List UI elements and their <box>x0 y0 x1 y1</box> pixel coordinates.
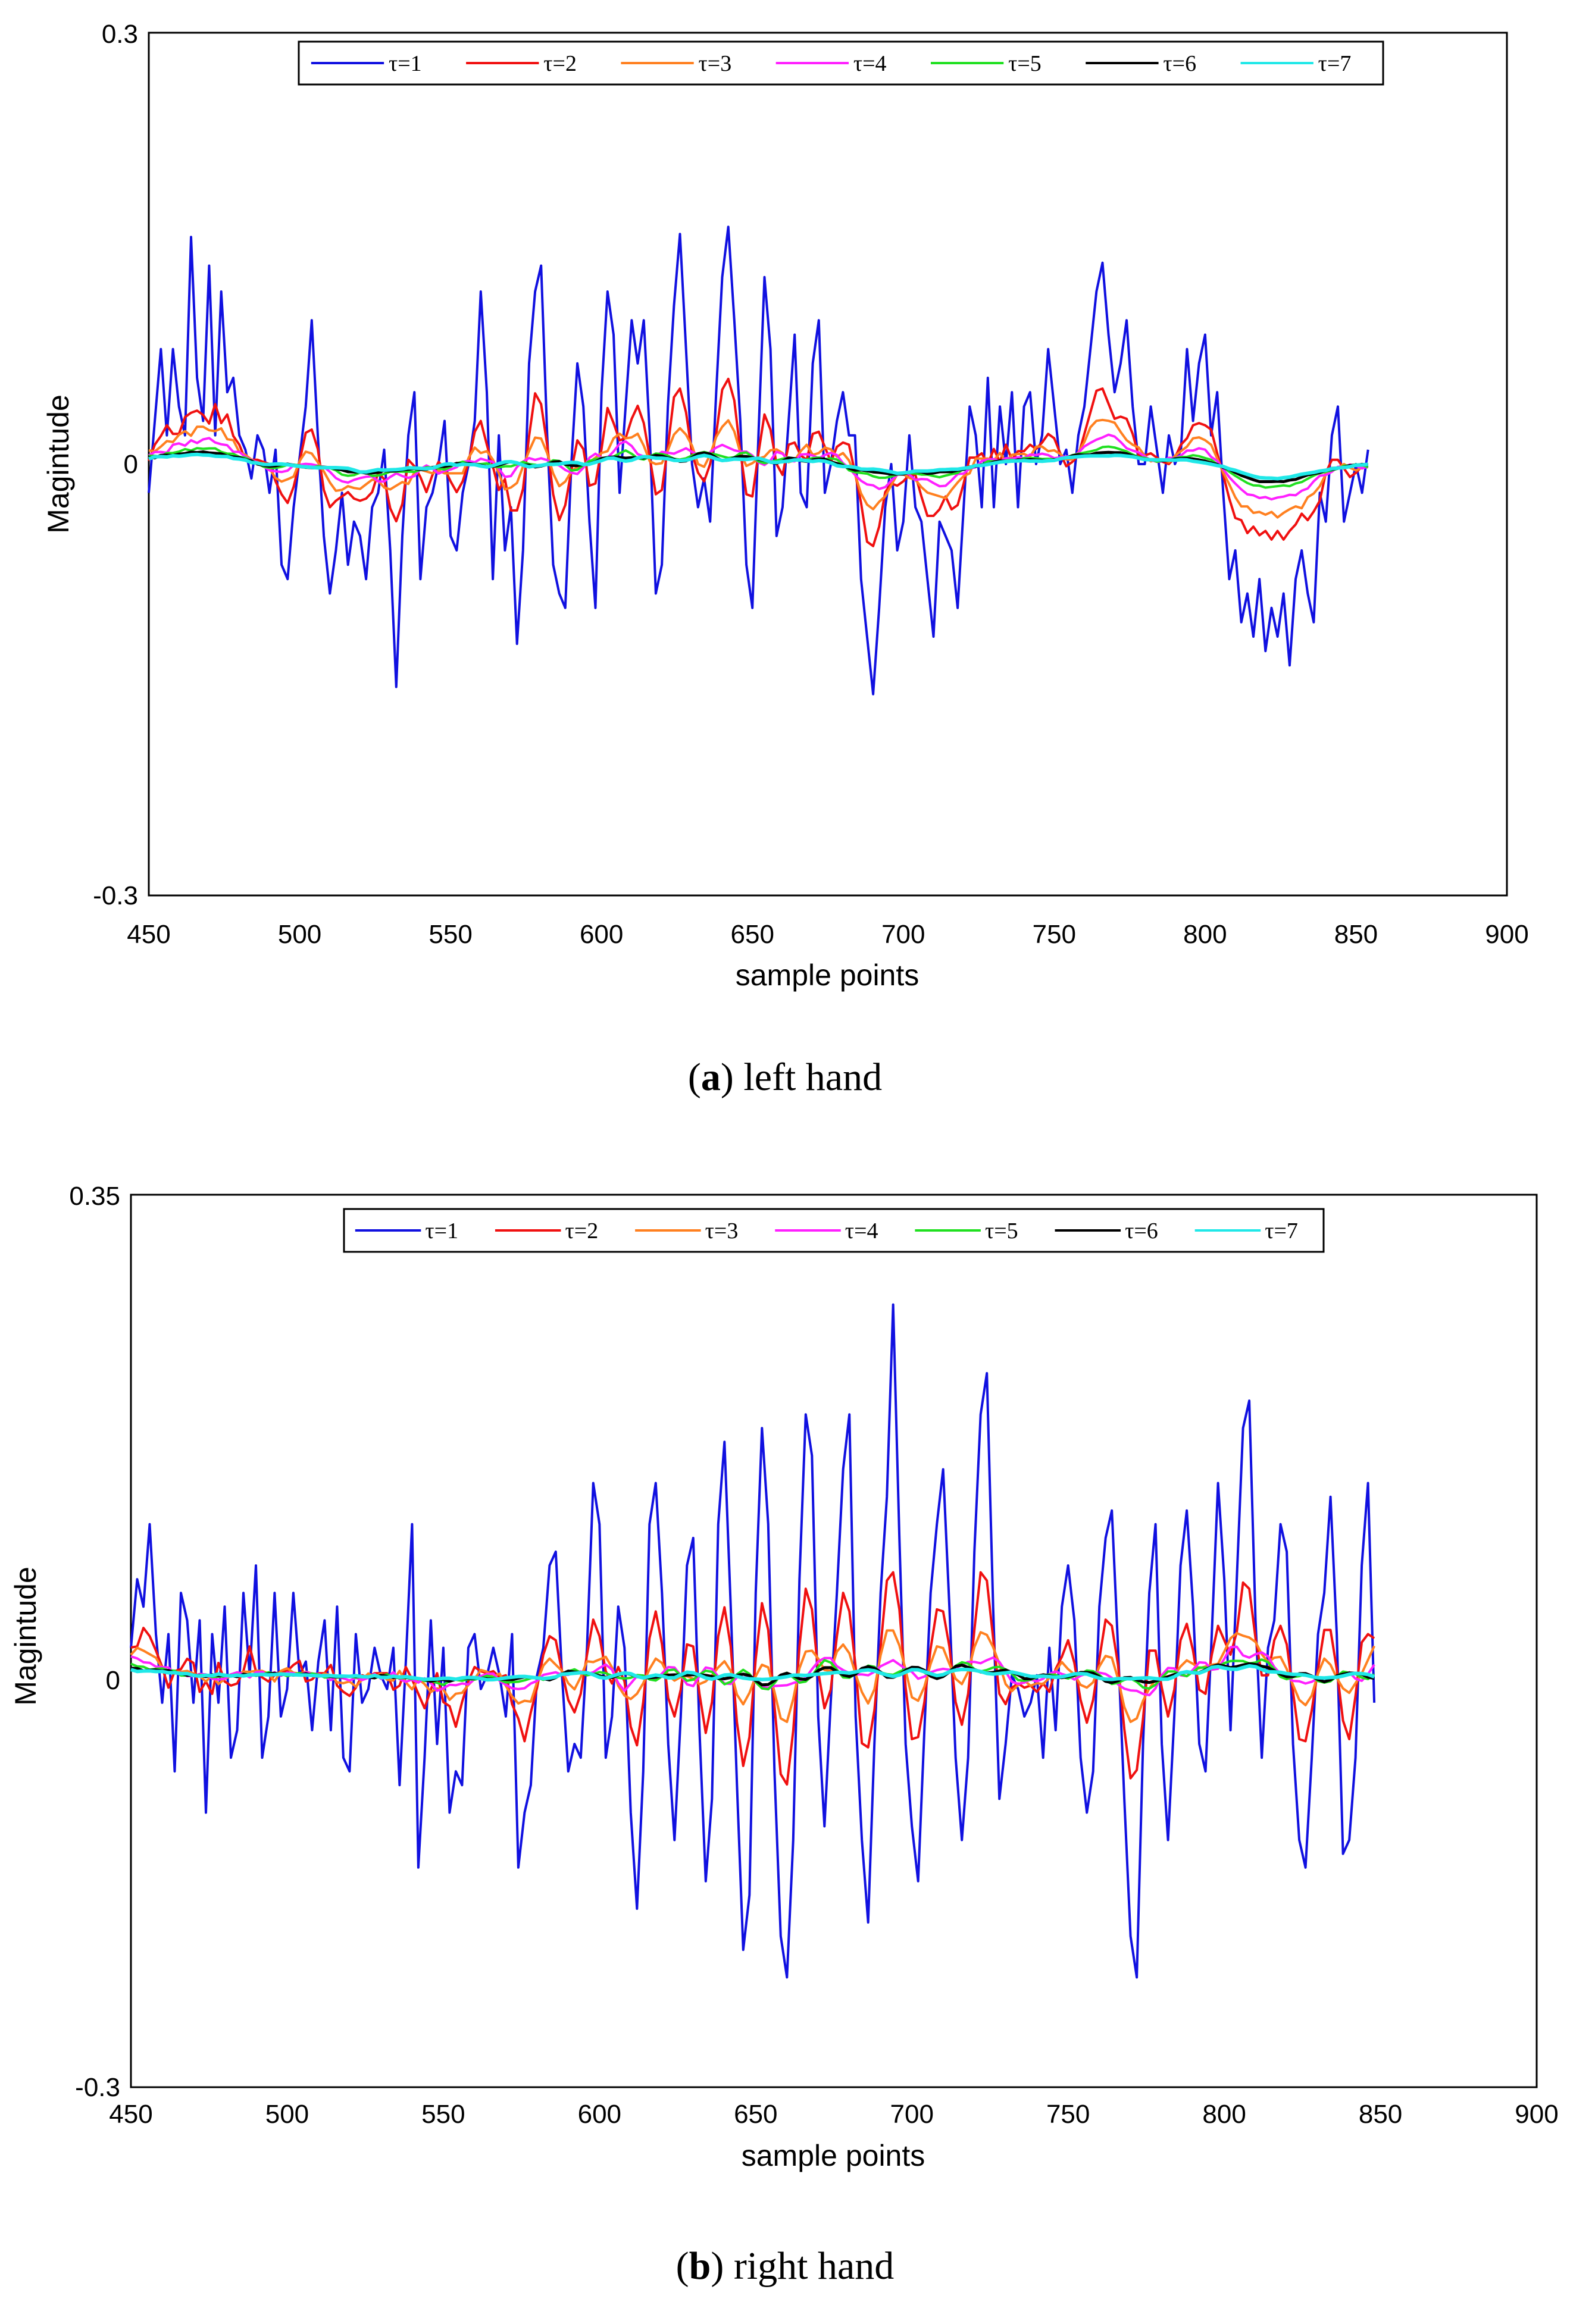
svg-text:(b) right hand: (b) right hand <box>676 2244 895 2288</box>
y-tick-label: -0.3 <box>75 2073 120 2102</box>
x-tick-label: 800 <box>1183 920 1227 949</box>
x-tick-label: 900 <box>1515 2100 1558 2129</box>
x-tick-label: 650 <box>734 2100 777 2129</box>
series-line-tau-1 <box>148 225 1369 696</box>
x-axis-label: sample points <box>742 2139 925 2172</box>
y-tick-label: 0.35 <box>69 1182 120 1211</box>
x-tick-label: 850 <box>1334 920 1378 949</box>
series-lines <box>148 225 1369 696</box>
x-tick-label: 500 <box>265 2100 309 2129</box>
legend-label-tau-1: τ=1 <box>425 1219 458 1244</box>
caption-letter: a <box>701 1055 721 1099</box>
series-line-tau-2 <box>130 1571 1375 1786</box>
y-axis-label: Magintude <box>9 1567 42 1706</box>
series-line-tau-2 <box>148 377 1369 547</box>
x-tick-label: 700 <box>890 2100 934 2129</box>
legend-label-tau-7: τ=7 <box>1318 51 1352 76</box>
legend-label-tau-6: τ=6 <box>1163 51 1196 76</box>
legend-label-tau-1: τ=1 <box>389 51 422 76</box>
legend-label-tau-2: τ=2 <box>543 51 577 76</box>
legend-label-tau-2: τ=2 <box>565 1219 599 1244</box>
series-line-tau-7 <box>130 1664 1375 1682</box>
x-tick-label: 600 <box>578 2100 621 2129</box>
x-tick-label: 550 <box>421 2100 465 2129</box>
caption-text: right hand <box>734 2244 894 2288</box>
plot-frame <box>148 32 1508 897</box>
legend-label-tau-5: τ=5 <box>985 1219 1018 1244</box>
x-tick-label: 550 <box>429 920 472 949</box>
legend-label-tau-3: τ=3 <box>699 51 732 76</box>
x-tick-label: 750 <box>1046 2100 1090 2129</box>
y-tick-labels: 0.3 0 -0.3 <box>93 20 138 910</box>
x-tick-label: 650 <box>731 920 774 949</box>
x-tick-label: 750 <box>1033 920 1076 949</box>
caption-b: (b) right hand <box>676 2244 895 2288</box>
x-tick-label: 850 <box>1359 2100 1402 2129</box>
chart-panel-right-hand: 0.35 0 -0.3 450 500 550 600 650 700 750 800 850 9… <box>9 1182 1559 2288</box>
x-tick-label: 500 <box>278 920 321 949</box>
x-tick-label: 450 <box>109 2100 152 2129</box>
caption-text: left hand <box>743 1055 882 1099</box>
series-line-tau-7 <box>148 452 1369 481</box>
x-tick-label: 450 <box>127 920 170 949</box>
y-tick-label: 0 <box>124 450 138 479</box>
series-lines <box>130 1303 1376 1979</box>
legend: τ=1 τ=2 τ=3 τ=4 τ=5 τ=6 τ=7 <box>343 1208 1325 1253</box>
x-tick-label: 700 <box>881 920 925 949</box>
x-axis-label: sample points <box>736 959 920 992</box>
y-tick-label: 0.3 <box>102 20 138 49</box>
y-tick-label: -0.3 <box>93 881 138 910</box>
chart-panel-left-hand: 0.3 0 -0.3 450 500 550 600 650 700 750 800 850 90… <box>42 20 1529 1099</box>
caption-a: (a) left hand <box>688 1055 882 1099</box>
y-tick-label: 0 <box>106 1666 120 1695</box>
x-tick-label: 800 <box>1202 2100 1246 2129</box>
x-tick-labels: 450 500 550 600 650 700 750 800 850 900 <box>109 2100 1558 2129</box>
legend-label-tau-7: τ=7 <box>1265 1219 1298 1244</box>
caption-letter: b <box>689 2244 711 2288</box>
legend-label-tau-4: τ=4 <box>853 51 887 76</box>
legend-label-tau-3: τ=3 <box>705 1219 739 1244</box>
series-line-tau-1 <box>130 1303 1376 1979</box>
y-axis-label: Magintude <box>42 394 75 534</box>
legend: τ=1 τ=2 τ=3 τ=4 τ=5 τ=6 τ=7 <box>298 40 1384 86</box>
svg-text:(a) left hand: (a) left hand <box>688 1055 882 1099</box>
y-tick-labels: 0.35 0 -0.3 <box>69 1182 120 2102</box>
legend-label-tau-5: τ=5 <box>1008 51 1042 76</box>
x-tick-labels: 450 500 550 600 650 700 750 800 850 900 <box>127 920 1528 949</box>
legend-label-tau-6: τ=6 <box>1125 1219 1158 1244</box>
legend-label-tau-4: τ=4 <box>845 1219 878 1244</box>
x-tick-label: 600 <box>580 920 623 949</box>
x-tick-label: 900 <box>1485 920 1528 949</box>
